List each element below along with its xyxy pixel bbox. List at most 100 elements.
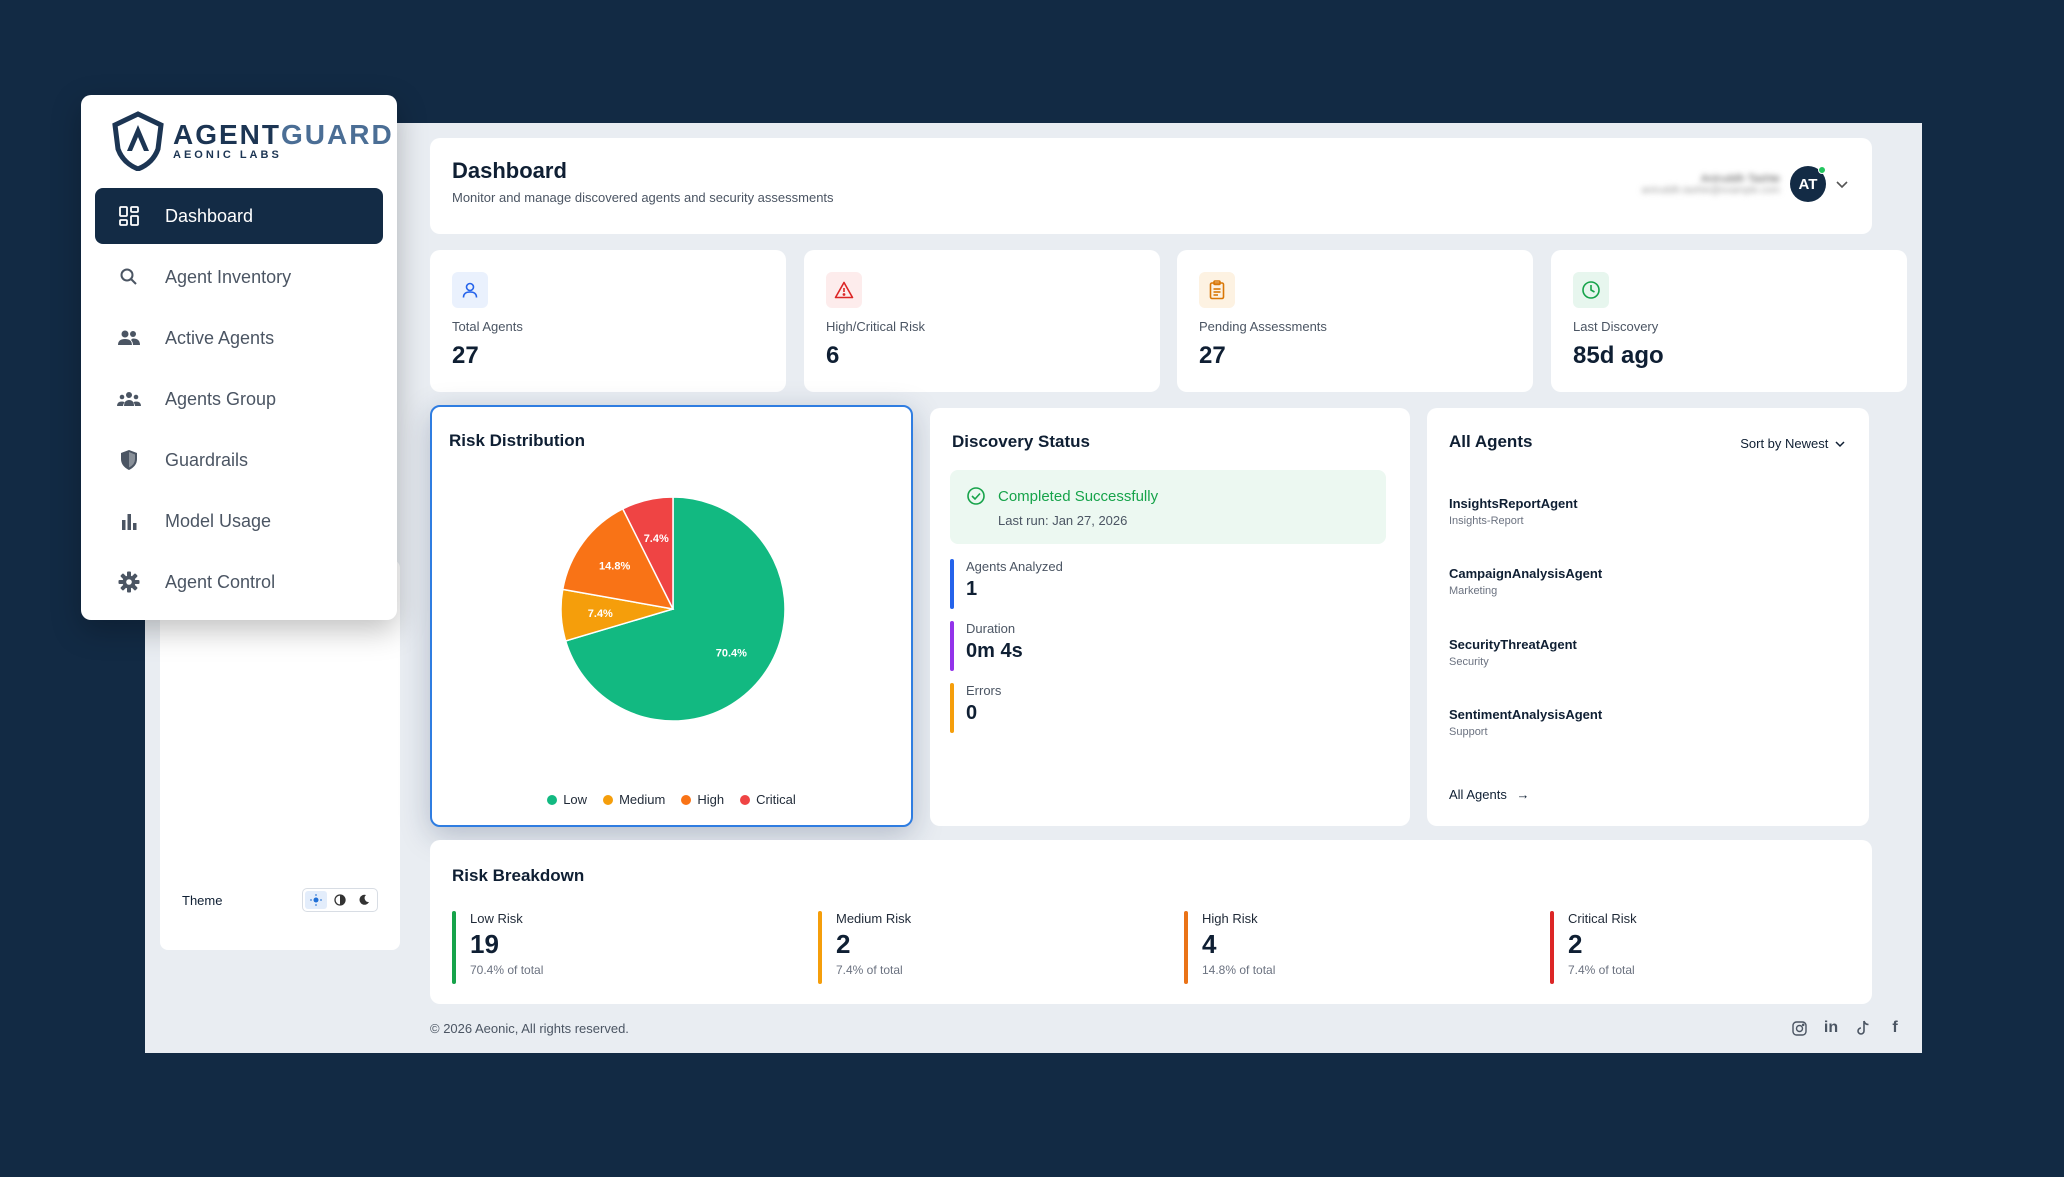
sidebar-item-agents-group[interactable]: Agents Group (95, 371, 383, 427)
stat-value: 27 (452, 342, 479, 369)
stat-label: High/Critical Risk (826, 319, 925, 334)
metric-duration: Duration 0m 4s (950, 621, 1023, 671)
system-theme-button[interactable] (329, 891, 351, 909)
shield-icon (117, 448, 141, 472)
gear-icon (117, 570, 141, 594)
list-item[interactable]: CampaignAnalysisAgent Marketing (1449, 566, 1602, 597)
instagram-icon[interactable] (1790, 1019, 1808, 1037)
agent-category: Support (1449, 726, 1488, 738)
sidebar-item-active-agents[interactable]: Active Agents (95, 310, 383, 366)
dark-theme-button[interactable] (353, 891, 375, 909)
avatar[interactable]: AT (1790, 166, 1826, 202)
sort-dropdown[interactable]: Sort by Newest (1740, 436, 1845, 451)
theme-row: Theme (182, 888, 378, 912)
sidebar-nav: Dashboard Agent Inventory Active Agents … (95, 188, 383, 615)
sidebar-panel: Theme (160, 560, 400, 950)
breakdown-critical: Critical Risk 2 7.4% of total (1550, 911, 1637, 984)
metric-errors: Errors 0 (950, 683, 1001, 733)
clipboard-icon (1199, 272, 1235, 308)
pie-label-high: 14.8% (599, 560, 630, 572)
sidebar-item-label: Agent Control (165, 571, 276, 592)
stat-card-pending-assessments[interactable]: Pending Assessments 27 (1177, 250, 1533, 392)
pie-slice-low[interactable] (564, 496, 786, 722)
brand-subtitle: AEONIC LABS (173, 149, 282, 161)
agent-category: Security (1449, 656, 1489, 668)
tiktok-icon[interactable] (1854, 1019, 1872, 1037)
last-run-text: Last run: Jan 27, 2026 (998, 513, 1128, 528)
all-agents-card: All Agents Sort by Newest InsightsReport… (1427, 408, 1869, 826)
chevron-down-icon (1835, 441, 1845, 448)
dashboard-icon (117, 204, 141, 228)
pie-slice-critical[interactable] (621, 496, 674, 610)
facebook-icon[interactable]: f (1892, 1019, 1898, 1036)
agent-name: InsightsReportAgent (1449, 496, 1578, 511)
online-status-dot (1818, 166, 1826, 174)
user-icon (452, 272, 488, 308)
discovery-status-card: Discovery Status Completed Successfully … (930, 408, 1410, 826)
arrow-right-icon: → (1516, 787, 1530, 802)
sun-icon (310, 894, 322, 906)
list-item[interactable]: SentimentAnalysisAgent Support (1449, 707, 1602, 738)
breakdown-low: Low Risk 19 70.4% of total (452, 911, 543, 984)
theme-toggle (302, 888, 378, 912)
user-menu[interactable]: Aniruddh Tashte aniruddh.tashte@example.… (1641, 166, 1848, 202)
stat-value: 85d ago (1573, 342, 1664, 369)
users-icon (117, 326, 141, 350)
pie-slice-high[interactable] (561, 507, 675, 611)
linkedin-icon[interactable]: in (1823, 1019, 1839, 1036)
chevron-down-icon[interactable] (1836, 176, 1848, 192)
pie-label-low: 70.4% (716, 648, 747, 660)
sidebar-item-label: Guardrails (165, 449, 249, 470)
pie-label-critical: 7.4% (644, 533, 669, 545)
page-header: Dashboard Monitor and manage discovered … (430, 138, 1872, 234)
all-agents-link[interactable]: All Agents → (1449, 787, 1530, 802)
stat-value: 27 (1199, 342, 1226, 369)
stat-card-last-discovery[interactable]: Last Discovery 85d ago (1551, 250, 1907, 392)
list-item[interactable]: InsightsReportAgent Insights-Report (1449, 496, 1578, 527)
warning-icon (826, 272, 862, 308)
stat-card-total-agents[interactable]: Total Agents 27 (430, 250, 786, 392)
sidebar-item-guardrails[interactable]: Guardrails (95, 432, 383, 488)
sidebar-item-label: Model Usage (165, 510, 272, 531)
light-theme-button[interactable] (305, 891, 327, 909)
sidebar-item-label: Agent Inventory (165, 266, 292, 287)
sidebar-item-label: Dashboard (165, 205, 254, 226)
list-item[interactable]: SecurityThreatAgent Security (1449, 637, 1577, 668)
agentguard-logo-icon (112, 111, 164, 171)
theme-label: Theme (182, 892, 223, 908)
footer-copyright: © 2026 Aeonic, All rights reserved. (430, 1021, 629, 1036)
stat-value: 6 (826, 342, 840, 369)
legend-item-medium[interactable]: Medium (603, 792, 665, 807)
brand-logo[interactable]: AGENTGUARD AEONIC LABS (111, 111, 394, 171)
sidebar-item-model-usage[interactable]: Model Usage (95, 493, 383, 549)
sidebar-item-dashboard[interactable]: Dashboard (95, 188, 383, 244)
risk-distribution-card[interactable]: Risk Distribution 70.4% 7.4% 14.8% 7.4% Low… (430, 405, 913, 827)
sidebar-item-label: Active Agents (165, 327, 275, 348)
legend-item-critical[interactable]: Critical (740, 792, 796, 807)
discovery-success-banner: Completed Successfully Last run: Jan 27,… (950, 470, 1386, 544)
sidebar-item-agent-control[interactable]: Agent Control (95, 554, 383, 610)
page-title: Dashboard (452, 158, 567, 183)
chart-legend: Low Medium High Critical (432, 792, 911, 807)
pie-label-medium: 7.4% (588, 608, 613, 620)
discovery-status-text: Completed Successfully (998, 488, 1159, 505)
sidebar-item-agent-inventory[interactable]: Agent Inventory (95, 249, 383, 305)
user-info-blurred: Aniruddh Tashte aniruddh.tashte@example.… (1641, 172, 1780, 196)
card-title: Risk Breakdown (452, 866, 585, 885)
agent-category: Insights-Report (1449, 515, 1524, 527)
clock-icon (1573, 272, 1609, 308)
sidebar-item-label: Agents Group (165, 388, 277, 409)
page-subtitle: Monitor and manage discovered agents and… (452, 190, 834, 205)
sidebar-menu: AGENTGUARD AEONIC LABS Dashboard Agent I… (81, 95, 397, 620)
card-title: All Agents (1449, 432, 1533, 451)
stat-label: Pending Assessments (1199, 319, 1327, 334)
risk-breakdown-card: Risk Breakdown Low Risk 19 70.4% of tota… (430, 840, 1872, 1004)
agent-name: SecurityThreatAgent (1449, 637, 1577, 652)
legend-item-high[interactable]: High (681, 792, 724, 807)
bar-chart-icon (117, 509, 141, 533)
legend-item-low[interactable]: Low (547, 792, 587, 807)
metric-agents-analyzed: Agents Analyzed 1 (950, 559, 1063, 609)
social-links: in f (1790, 1019, 1904, 1037)
stat-label: Total Agents (452, 319, 523, 334)
stat-card-high-critical-risk[interactable]: High/Critical Risk 6 (804, 250, 1160, 392)
